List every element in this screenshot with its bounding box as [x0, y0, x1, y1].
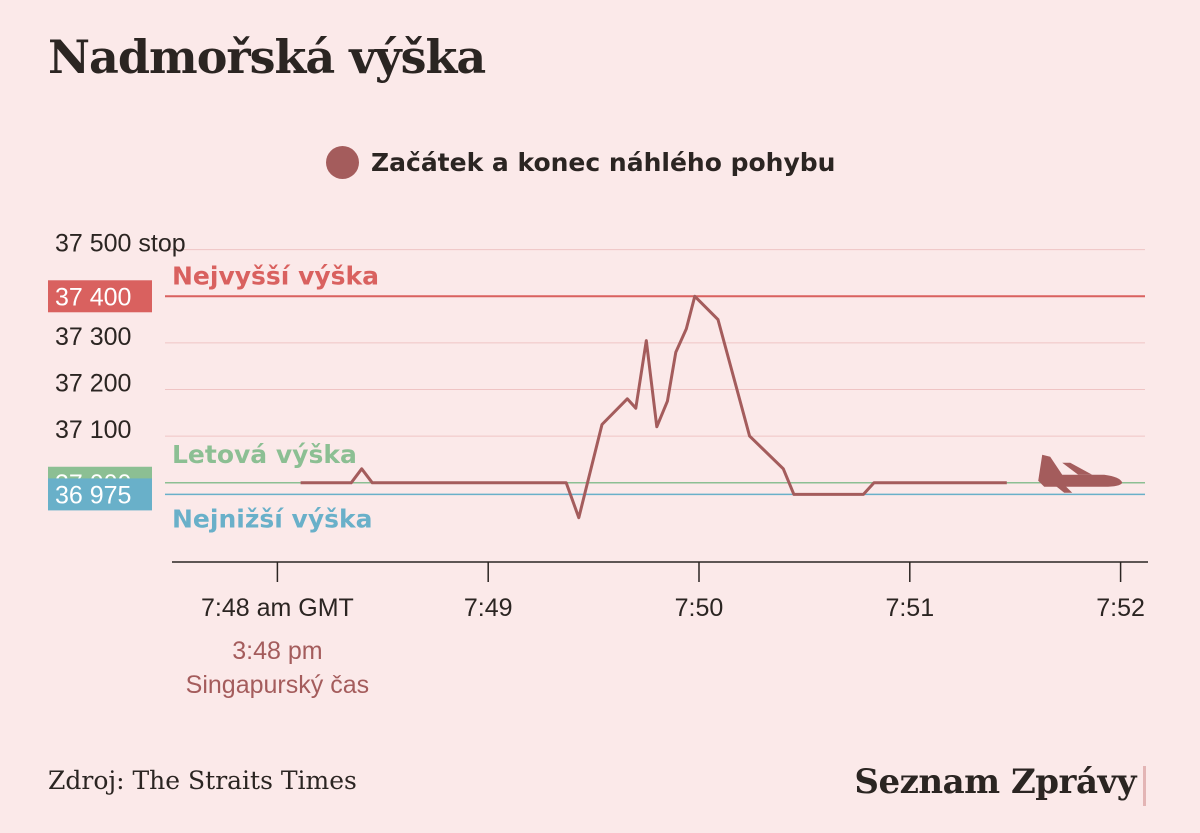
y-tick-label-4: 37 100: [55, 416, 131, 444]
x-tick-label-4: 7:52: [1096, 594, 1145, 622]
legend-dot-icon: [326, 146, 359, 179]
source-text: Zdroj: The Straits Times: [48, 766, 357, 795]
y-tick-label-3: 37 200: [55, 370, 131, 398]
legend: Začátek a konec náhlého pohybu: [326, 146, 835, 179]
y-tick-label-0: 37 500 stop: [55, 230, 186, 258]
y-tick-label-2: 37 300: [55, 323, 131, 351]
airplane-icon: [1038, 454, 1123, 493]
y-badge-1: [48, 280, 152, 313]
x-tick-label-3: 7:51: [885, 594, 934, 622]
chart-title: Nadmořská výška: [48, 30, 486, 84]
brand-logo: Seznam Zprávy: [854, 762, 1136, 802]
reference-label-0: Nejvyšší výška: [172, 261, 379, 290]
logo-divider: [1143, 766, 1146, 806]
y-tick-label-1: 37 400: [55, 283, 131, 311]
x-tick-label-1: 7:49: [464, 594, 513, 622]
legend-label: Začátek a konec náhlého pohybu: [371, 148, 836, 177]
x-tick-label-0: 7:48 am GMT: [201, 594, 354, 622]
reference-label-1: Letová výška: [172, 440, 357, 469]
local-time-label-1: Singapurský čas: [186, 671, 369, 699]
y-badge-6: [48, 478, 152, 511]
reference-label-2: Nejnižší výška: [172, 504, 373, 533]
x-tick-label-2: 7:50: [675, 594, 724, 622]
altitude-line-0: [300, 294, 1007, 520]
y-tick-label-6: 36 975: [55, 481, 131, 509]
local-time-label-0: 3:48 pm: [232, 637, 322, 665]
